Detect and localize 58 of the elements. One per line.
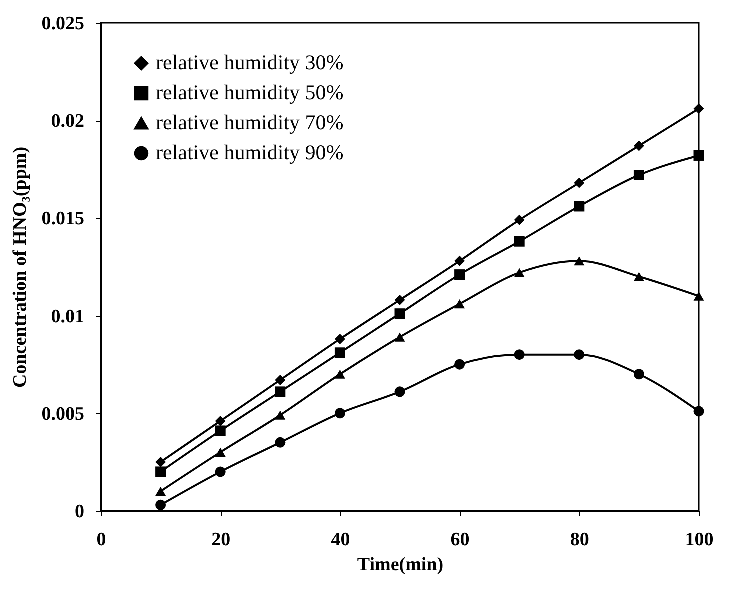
point: [275, 374, 286, 386]
x-tick-label: 0: [96, 530, 106, 550]
point: [574, 256, 585, 266]
point: [634, 140, 644, 152]
point: [514, 214, 525, 226]
point: [334, 370, 346, 379]
point: [334, 334, 346, 344]
point: [156, 456, 166, 468]
x-tick-label: 40: [331, 530, 350, 550]
point: [394, 308, 406, 320]
point: [454, 270, 466, 280]
point: [574, 350, 585, 360]
point: [156, 500, 166, 510]
y-tick-label: 0.005: [42, 404, 84, 425]
x-tick-label: 80: [570, 530, 590, 550]
point: [275, 437, 286, 448]
legend-label: relative humidity 90%: [156, 140, 344, 164]
point: [394, 386, 406, 398]
point: [215, 416, 226, 426]
y-tick-label: 0.01: [51, 306, 84, 328]
point: [574, 201, 585, 212]
point: [514, 350, 525, 360]
point: [275, 410, 286, 420]
point: [694, 406, 704, 417]
point: [574, 178, 585, 188]
point: [634, 170, 644, 180]
y-tick-label: 0.025: [42, 14, 84, 34]
point: [334, 348, 346, 358]
x-tick-label: 20: [212, 530, 231, 550]
x-tick-label: 60: [450, 530, 470, 550]
point: [694, 292, 704, 301]
point: [156, 466, 166, 478]
point: [514, 236, 525, 247]
point: [215, 466, 226, 478]
point: [694, 104, 704, 114]
point: [694, 150, 704, 161]
point: [454, 359, 466, 370]
y-tick-label: 0: [75, 502, 84, 522]
point: [215, 426, 226, 436]
x-tick-label: 100: [685, 530, 714, 550]
legend-label: relative humidity 70%: [156, 110, 344, 134]
point: [634, 272, 644, 282]
point: [454, 300, 466, 309]
point: [454, 256, 466, 266]
point: [275, 386, 286, 398]
y-tick-label: 0.02: [51, 111, 84, 132]
point: [156, 486, 166, 496]
point: [334, 408, 346, 419]
point: [514, 268, 525, 278]
point: [634, 369, 644, 380]
x-axis-title: Time(min): [357, 554, 444, 576]
legend-label: relative humidity 50%: [156, 80, 344, 104]
y-axis-title: Concentration of HNO₃(ppm): [10, 146, 31, 388]
point: [394, 294, 406, 306]
y-tick-label: 0.015: [42, 208, 84, 230]
legend-label: relative humidity 30%: [156, 50, 344, 74]
point: [215, 448, 226, 457]
point: [394, 332, 406, 342]
